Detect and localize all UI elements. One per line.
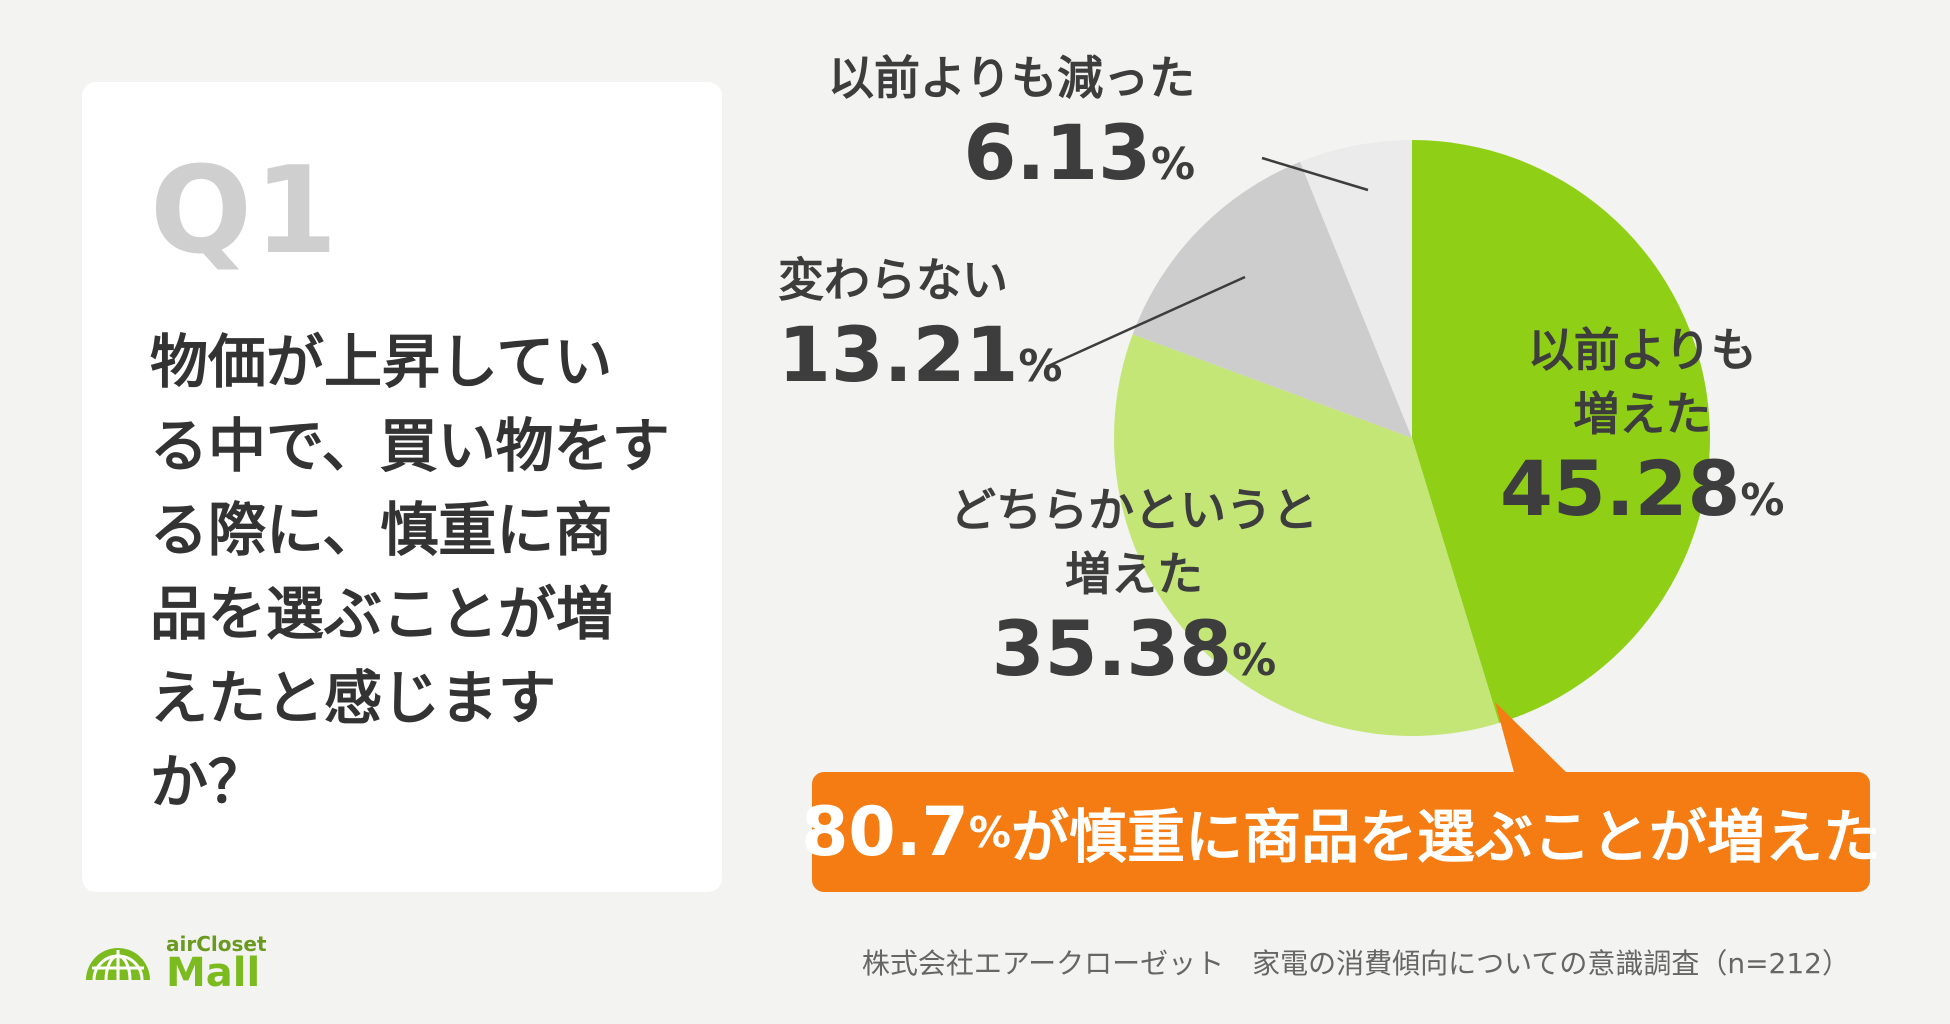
question-card: Q1 物価が上昇している中で、買い物をする際に、慎重に商品を選ぶことが増えたと感… — [82, 82, 722, 892]
pie-label-unchanged: 変わらない 13.21% — [778, 248, 1063, 410]
callout-number: 80.7 — [801, 792, 969, 872]
pie-slice-0 — [1412, 140, 1710, 723]
callout-text: が慎重に商品を選ぶことが増えた — [1010, 803, 1881, 871]
pie-slice-1 — [1114, 334, 1500, 736]
leader-line-decreased — [1261, 156, 1369, 192]
pie-label-name: 以前よりも減った — [828, 51, 1196, 105]
pie-label-value: 45.28 — [1500, 444, 1741, 533]
logo-text-top: airCloset — [166, 932, 267, 956]
pie-label-pct: % — [1151, 139, 1196, 190]
pie-label-pct: % — [1232, 635, 1277, 686]
pie-label-name: 増えた — [1065, 547, 1203, 601]
pie-label-value: 35.38 — [991, 604, 1233, 693]
logo-text-bottom: Mall — [166, 950, 261, 996]
pie-label-name: 変わらない — [778, 253, 1008, 307]
callout-pct: % — [968, 807, 1011, 857]
aircloset-mall-logo: airCloset Mall — [80, 928, 267, 996]
pie-label-value: 13.21 — [778, 310, 1019, 399]
summary-callout: 80.7 % が慎重に商品を選ぶことが増えた — [801, 772, 1881, 892]
leader-line-unchanged — [1045, 275, 1246, 369]
pie-label-pct: % — [1740, 475, 1785, 526]
pie-label-name: どちらかというと — [950, 483, 1318, 537]
question-number: Q1 — [150, 142, 340, 281]
pie-label-value: 6.13 — [963, 108, 1151, 197]
pie-label-name: 以前よりも — [1527, 323, 1757, 377]
question-text: 物価が上昇している中で、買い物をする際に、慎重に商品を選ぶことが増えたと感じます… — [150, 328, 670, 816]
callout-pointer — [1495, 702, 1570, 776]
pie-label-somewhat-increased: どちらかというと 増えた 35.38% — [950, 478, 1318, 704]
pie-label-decreased: 以前よりも減った 6.13% — [828, 46, 1195, 208]
pie-slice-3 — [1300, 140, 1412, 438]
pie-label-name: 増えた — [1573, 387, 1712, 441]
pie-label-increased: 以前よりも 増えた 45.28% — [1500, 318, 1785, 544]
pie-label-pct: % — [1018, 341, 1063, 392]
pie-slice-2 — [1132, 161, 1412, 438]
source-note: 株式会社エアークローゼット 家電の消費傾向についての意識調査（n=212） — [861, 947, 1850, 980]
logo-globe-icon — [86, 948, 150, 981]
